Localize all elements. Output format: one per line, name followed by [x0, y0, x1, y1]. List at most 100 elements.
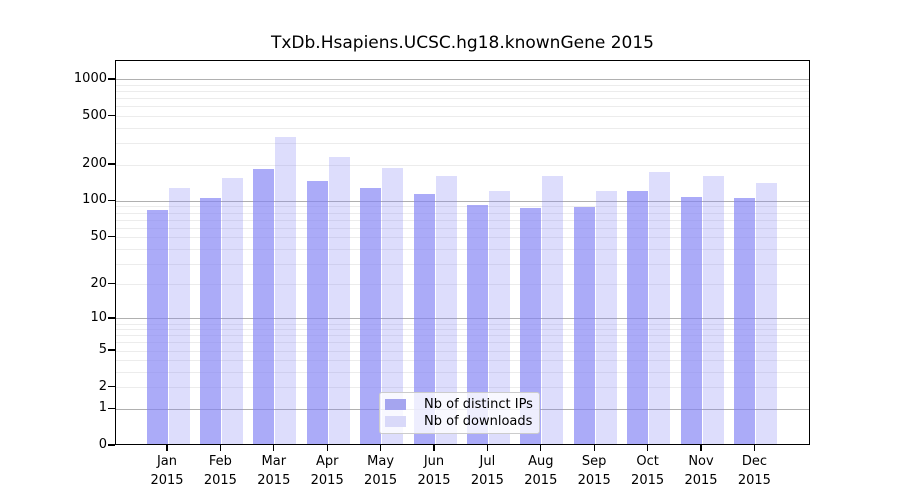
legend-label-downloads: Nb of downloads: [424, 414, 533, 429]
bar-downloads-dec: [755, 182, 777, 444]
y-tick-label: 0: [98, 437, 107, 452]
bar-distinct-ips-apr: [306, 180, 328, 444]
x-tick-month: Jul: [479, 454, 496, 469]
y-tick-mark: [108, 163, 115, 165]
x-tick-month: Nov: [688, 454, 714, 469]
y-tick-mark: [108, 349, 115, 351]
y-tick-label: 2: [98, 378, 107, 394]
x-tick-year: 2015: [737, 473, 771, 488]
y-tick-mark: [108, 236, 115, 238]
y-tick-label: 200: [82, 156, 107, 171]
bar-downloads-jun: [435, 176, 457, 444]
grid-line-major: [116, 200, 809, 202]
y-tick-label: 50: [90, 228, 107, 244]
x-tick-label: Sep 2015: [564, 452, 624, 490]
grid-line-minor: [116, 360, 809, 362]
x-tick-label: Apr 2015: [297, 452, 357, 490]
x-tick-mark: [326, 445, 328, 451]
x-tick-year: 2015: [417, 473, 451, 488]
x-tick-label: Dec 2015: [724, 452, 784, 490]
grid-line-minor: [116, 219, 809, 221]
y-tick-label: 1: [98, 400, 107, 416]
x-tick-mark: [700, 445, 702, 451]
grid-line-minor: [116, 350, 809, 352]
x-tick-month: May: [367, 454, 395, 469]
grid-line-minor: [116, 127, 809, 129]
y-tick-label: 500: [82, 107, 107, 123]
x-tick-year: 2015: [470, 473, 504, 488]
y-tick-mark: [108, 444, 115, 446]
bar-downloads-jul: [488, 190, 510, 444]
x-tick-year: 2015: [257, 473, 291, 488]
grid-line-minor: [116, 227, 809, 229]
x-tick-month: Jun: [423, 454, 445, 469]
grid-line-minor: [116, 143, 809, 145]
grid-line-minor: [116, 329, 809, 331]
legend-swatch-distinct-ips-icon: [385, 399, 406, 410]
legend: Nb of distinct IPs Nb of downloads: [379, 392, 540, 434]
x-tick-month: Apr: [315, 454, 339, 469]
grid-line-minor: [116, 387, 809, 389]
y-tick-label: 5: [98, 342, 107, 358]
x-tick-label: Jun 2015: [404, 452, 464, 490]
x-tick-month: Oct: [636, 454, 659, 469]
y-tick-mark: [108, 386, 115, 388]
x-tick-label: Jul 2015: [457, 452, 517, 490]
y-tick-label: 10: [90, 309, 107, 325]
bar-downloads-apr: [328, 157, 350, 444]
bar-distinct-ips-jul: [466, 205, 488, 444]
x-tick-mark: [380, 445, 382, 451]
x-tick-year: 2015: [203, 473, 237, 488]
x-tick-month: Aug: [528, 454, 554, 469]
x-tick-year: 2015: [577, 473, 611, 488]
x-tick-label: Mar 2015: [244, 452, 304, 490]
y-tick-mark: [108, 283, 115, 285]
x-tick-month: Dec: [741, 454, 767, 469]
bar-downloads-oct: [649, 171, 671, 444]
bar-downloads-jan: [168, 187, 190, 444]
bar-downloads-sep: [595, 191, 617, 444]
grid-line-minor: [116, 284, 809, 286]
bar-distinct-ips-sep: [573, 206, 595, 444]
x-tick-year: 2015: [524, 473, 558, 488]
x-tick-label: Oct 2015: [618, 452, 678, 490]
bar-downloads-nov: [702, 175, 724, 444]
legend-swatch-downloads-icon: [385, 416, 406, 427]
legend-item-downloads: Nb of downloads: [385, 414, 534, 429]
bar-distinct-ips-nov: [680, 196, 702, 444]
y-tick-label: 100: [82, 192, 107, 208]
grid-line-minor: [116, 372, 809, 374]
x-tick-month: Jan: [156, 454, 178, 469]
y-tick-mark: [108, 317, 115, 319]
bar-distinct-ips-oct: [627, 190, 649, 444]
chart-title: TxDb.Hsapiens.UCSC.hg18.knownGene 2015: [270, 33, 654, 53]
x-tick-label: May 2015: [351, 452, 411, 490]
bar-distinct-ips-jan: [146, 209, 168, 444]
bar-downloads-may: [382, 167, 404, 444]
x-tick-mark: [647, 445, 649, 451]
x-tick-label: Jan 2015: [137, 452, 197, 490]
x-tick-year: 2015: [150, 473, 184, 488]
bar-distinct-ips-aug: [520, 208, 542, 444]
y-tick-label: 1000: [73, 70, 107, 86]
grid-line-minor: [116, 116, 809, 118]
bar-distinct-ips-mar: [253, 169, 275, 444]
grid-line-minor: [116, 164, 809, 166]
x-tick-month: Mar: [261, 454, 287, 469]
grid-line-major: [116, 318, 809, 320]
bar-downloads-aug: [542, 175, 564, 444]
grid-line-minor: [116, 91, 809, 93]
y-tick-mark: [108, 115, 115, 117]
grid-line-major: [116, 79, 809, 81]
x-tick-year: 2015: [364, 473, 398, 488]
x-tick-year: 2015: [631, 473, 665, 488]
bar-downloads-mar: [275, 137, 297, 444]
legend-item-distinct-ips: Nb of distinct IPs: [385, 397, 534, 412]
y-tick-mark: [108, 407, 115, 409]
x-tick-month: Feb: [208, 454, 232, 469]
x-tick-mark: [273, 445, 275, 451]
grid-line-minor: [116, 85, 809, 87]
grid-line-minor: [116, 335, 809, 337]
grid-line-minor: [116, 106, 809, 108]
